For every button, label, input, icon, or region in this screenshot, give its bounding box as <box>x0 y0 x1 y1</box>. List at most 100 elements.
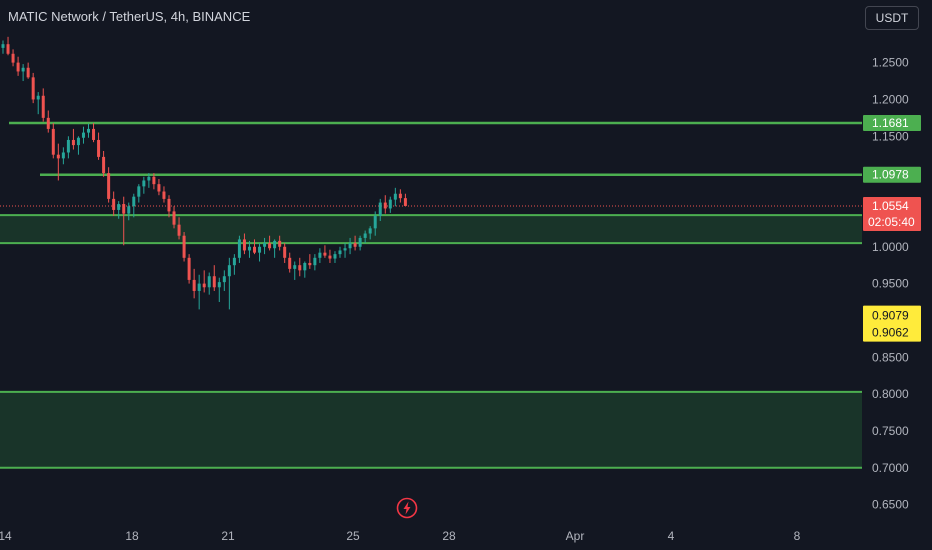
level-label-0: 1.1681 <box>872 116 909 130</box>
candle <box>202 270 206 293</box>
level-label-0-bg <box>863 114 921 131</box>
candle <box>162 186 166 203</box>
candle <box>172 206 176 229</box>
candle <box>182 232 186 262</box>
y-tick-label: 1.1500 <box>872 129 909 143</box>
candle <box>76 136 80 155</box>
candle <box>242 233 246 255</box>
y-tick-label: 0.7000 <box>872 461 909 475</box>
candle <box>97 132 101 160</box>
chart-title: MATIC Network / TetherUS, 4h, BINANCE <box>8 9 251 24</box>
resistance-lines <box>9 121 862 176</box>
candle <box>398 189 402 203</box>
candle <box>142 176 146 194</box>
candle <box>117 201 121 219</box>
candle <box>393 187 397 207</box>
candle <box>303 261 307 278</box>
candle <box>237 235 241 263</box>
support-zones <box>0 214 862 469</box>
candle <box>107 167 111 203</box>
candle <box>247 240 251 258</box>
x-tick-label: 25 <box>346 529 360 543</box>
candle <box>46 110 50 133</box>
price-labels: 1.1681 1.0978 1.0554 02:05:40 0.9079 0.9062 <box>863 114 921 342</box>
candle <box>373 211 377 236</box>
flash-circle-icon[interactable] <box>396 497 418 519</box>
candle <box>21 64 25 82</box>
candle <box>167 195 171 218</box>
candle <box>378 198 382 221</box>
y-tick-label: 0.9500 <box>872 277 909 291</box>
candle <box>298 257 302 277</box>
time-axis[interactable]: 14 18 21 25 28 Apr 4 8 <box>0 529 801 543</box>
candle <box>383 195 387 214</box>
candle <box>61 147 65 165</box>
candle <box>147 173 151 188</box>
candle <box>278 235 282 251</box>
countdown-label: 02:05:40 <box>868 215 915 229</box>
candle <box>217 277 221 303</box>
candle <box>11 49 15 67</box>
candle <box>253 239 256 255</box>
candle <box>227 257 231 310</box>
candle <box>157 178 161 196</box>
candle <box>112 191 116 216</box>
candle <box>293 261 297 280</box>
candle <box>232 254 236 275</box>
candle <box>187 254 191 284</box>
candle <box>137 184 141 203</box>
currency-button[interactable]: USDT <box>865 6 919 30</box>
x-tick-label: 28 <box>442 529 456 543</box>
candle <box>207 272 211 295</box>
candle <box>152 173 156 190</box>
candle <box>388 196 392 213</box>
candle <box>288 252 292 273</box>
candle <box>358 235 362 251</box>
candle <box>71 128 75 150</box>
candle <box>348 237 352 255</box>
candle <box>26 62 30 79</box>
y-tick-label: 0.6500 <box>872 498 909 512</box>
candle <box>283 243 287 263</box>
level-label-1-bg <box>863 166 921 183</box>
y-tick-label: 0.8000 <box>872 387 909 401</box>
candle <box>212 265 216 291</box>
candle <box>328 249 332 263</box>
candle <box>343 243 347 258</box>
candle <box>258 243 262 262</box>
x-tick-label: Apr <box>566 529 585 543</box>
candle <box>36 92 40 115</box>
y-tick-label: 0.8500 <box>872 350 909 364</box>
candle <box>368 226 372 240</box>
candle <box>323 245 327 258</box>
candle <box>338 246 342 258</box>
y-tick-label: 0.7500 <box>872 424 909 438</box>
last-price-label: 1.0554 <box>872 199 909 213</box>
zone-fill-0 <box>0 215 862 244</box>
price-axis[interactable]: 1.30001.25001.20001.15001.10001.05001.00… <box>872 19 909 512</box>
y-tick-label: 1.2500 <box>872 56 909 70</box>
candle <box>31 72 35 104</box>
candle <box>192 268 196 299</box>
x-tick-label: 21 <box>221 529 235 543</box>
candles <box>1 36 407 310</box>
x-tick-label: 14 <box>0 529 12 543</box>
level-label-1: 1.0978 <box>872 168 909 182</box>
candle <box>102 151 106 177</box>
x-tick-label: 4 <box>668 529 675 543</box>
candle <box>263 237 267 255</box>
candle <box>51 123 55 159</box>
zone-fill-1 <box>0 391 862 468</box>
candle <box>41 88 45 122</box>
candle <box>122 196 126 246</box>
candle <box>1 40 5 54</box>
candle <box>222 270 226 291</box>
candle <box>313 254 317 271</box>
candle <box>318 248 322 263</box>
yellow-label-0: 0.9079 <box>872 309 909 323</box>
candle <box>273 239 277 258</box>
y-tick-label: 1.0000 <box>872 240 909 254</box>
x-tick-label: 18 <box>125 529 139 543</box>
candle <box>177 217 181 240</box>
